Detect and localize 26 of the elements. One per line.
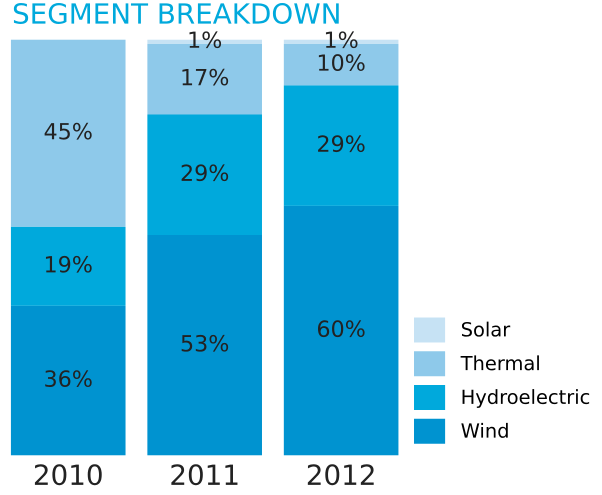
data-label: 60% (318, 320, 365, 338)
bar (147, 235, 262, 456)
legend-label: Wind (461, 422, 508, 438)
x-tick-label: 2010 (34, 464, 102, 486)
bar (284, 206, 398, 456)
bar (10, 306, 126, 456)
legend-label: Solar (462, 322, 510, 337)
x-tick-label: 2012 (308, 464, 374, 486)
chart-title: SEGMENT BREAKDOWN (14, 2, 339, 24)
bar (10, 40, 126, 227)
data-label: 29% (318, 135, 365, 152)
x-tick-label: 2011 (171, 464, 238, 486)
data-label: 1% (326, 31, 358, 48)
data-label: 1% (189, 31, 222, 48)
data-label: 36% (45, 370, 92, 388)
bar (284, 85, 398, 206)
legend-label: Thermal (460, 355, 539, 370)
data-label: 29% (182, 164, 228, 182)
data-label: 19% (46, 256, 92, 273)
data-label: 53% (182, 334, 228, 352)
bar (147, 114, 262, 236)
data-label: 17% (182, 68, 228, 86)
bar (10, 226, 126, 306)
legend-label: Hydroelectric (462, 389, 590, 408)
data-label: 45% (44, 122, 92, 140)
data-label: 10% (318, 54, 365, 71)
